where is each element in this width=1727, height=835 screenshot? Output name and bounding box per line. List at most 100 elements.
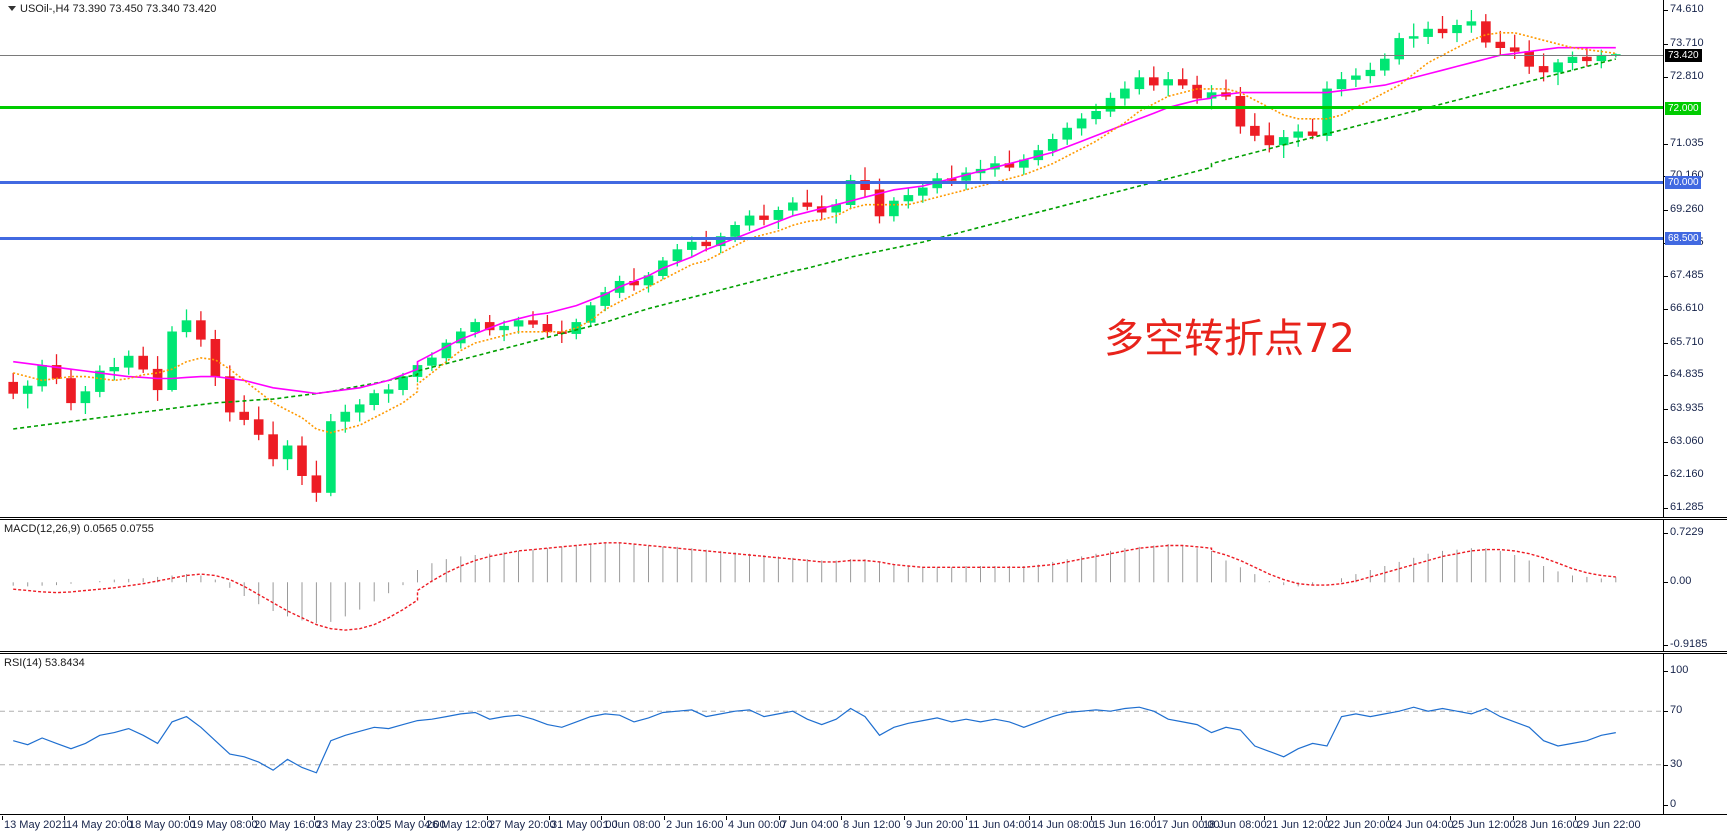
macd-axis-tick: [1664, 533, 1668, 534]
macd-series-svg: [12, 542, 1617, 631]
time-axis-tick: [1091, 816, 1092, 820]
time-axis-label: 18 Jun 08:00: [1203, 819, 1267, 831]
time-axis-label: 29 Jun 22:00: [1577, 819, 1641, 831]
time-axis-tick: [664, 816, 665, 820]
time-axis-tick: [1029, 816, 1030, 820]
time-axis-label: 7 Jun 04:00: [781, 819, 839, 831]
time-axis-tick: [1513, 816, 1514, 820]
time-axis-tick: [549, 816, 550, 820]
time-axis-label: 18 May 00:00: [129, 819, 196, 831]
time-axis-tick: [127, 816, 128, 820]
time-axis-label: 24 Jun 04:00: [1390, 819, 1454, 831]
rsi-axis-tick: [1664, 671, 1668, 672]
rsi-axis-tick: [1664, 711, 1668, 713]
price-axis-tick: [1664, 508, 1668, 509]
rsi-panel-bottom-border: [0, 814, 1727, 815]
price-axis-tick: [1664, 276, 1668, 278]
price-axis-tick: [1664, 43, 1668, 45]
macd-indicator-panel[interactable]: MACD(12,26,9) 0.0565 0.0755 0.7229 0.00 -0…: [0, 519, 1727, 652]
macd-axis[interactable]: 0.7229 0.00 -0.9185: [1663, 519, 1727, 652]
price-axis-tick: [1664, 10, 1668, 11]
time-axis-tick: [726, 816, 727, 820]
price-axis-tick: [1664, 176, 1668, 178]
time-axis-label: 23 May 23:00: [316, 819, 383, 831]
time-axis-tick: [487, 816, 488, 820]
rsi-panel-top-border: [0, 653, 1727, 654]
time-axis-label: 13 May 2021: [4, 819, 68, 831]
rsi-indicator-panel[interactable]: RSI(14) 53.8434 100 70 30 0: [0, 653, 1727, 815]
price-axis-label: 71.035: [1670, 136, 1704, 149]
time-axis-tick: [1575, 816, 1576, 820]
time-axis-tick: [2, 816, 3, 820]
rsi-plot-area[interactable]: [0, 653, 1663, 815]
price-candlestick-svg: [8, 10, 1621, 502]
rsi-axis[interactable]: 100 70 30 0: [1663, 653, 1727, 815]
price-axis-tick: [1664, 441, 1668, 443]
time-axis-label: 21 Jun 12:00: [1266, 819, 1330, 831]
time-axis-label: 17 Jun 00:00: [1156, 819, 1220, 831]
price-axis[interactable]: 74.610 73.710 72.810 71.035 70.160 69.260 68.3…: [1663, 0, 1727, 518]
time-axis-label: 27 May 20:00: [489, 819, 556, 831]
price-axis-label: 66.610: [1670, 302, 1704, 314]
macd-axis-tick: [1664, 582, 1668, 584]
price-axis-tick: [1664, 475, 1668, 477]
price-axis-label: 64.835: [1670, 368, 1704, 381]
time-axis-label: 26 May 12:00: [426, 819, 493, 831]
time-axis-label: 20 May 16:00: [254, 819, 321, 831]
macd-axis-label: -0.9185: [1670, 638, 1708, 650]
rsi-axis-tick: [1664, 805, 1668, 806]
rsi-axis-tick: [1664, 764, 1668, 766]
time-axis-label: 25 Jun 12:00: [1452, 819, 1516, 831]
macd-axis-tick: [1664, 645, 1668, 646]
time-axis-label: 8 Jun 12:00: [843, 819, 901, 831]
time-axis-tick: [189, 816, 190, 820]
price-panel-bottom-border: [0, 517, 1727, 518]
time-axis-tick: [314, 816, 315, 820]
rsi-label: RSI(14) 53.8434: [4, 657, 85, 669]
macd-label: MACD(12,26,9) 0.0565 0.0755: [4, 523, 154, 535]
macd-plot-area[interactable]: [0, 519, 1663, 652]
price-axis-tick: [1664, 242, 1668, 244]
symbol-header-label: USOil-,H4 73.390 73.450 73.340 73.420: [20, 3, 217, 15]
price-axis-label: 69.260: [1670, 202, 1704, 215]
time-axis-tick: [966, 816, 967, 820]
time-axis-tick: [252, 816, 253, 820]
time-axis-label: 22 Jun 20:00: [1328, 819, 1392, 831]
price-axis-tick: [1664, 342, 1668, 344]
time-axis-label: 28 Jun 16:00: [1515, 819, 1579, 831]
price-axis-tick: [1664, 375, 1668, 377]
time-axis-tick: [1264, 816, 1265, 820]
price-axis-label: 62.160: [1670, 468, 1704, 481]
rsi-axis-label: 100: [1670, 664, 1689, 676]
price-axis-label: 70.160: [1670, 169, 1704, 182]
time-axis-label: 9 Jun 20:00: [906, 819, 964, 831]
macd-panel-top-border: [0, 519, 1727, 520]
price-axis-label: 61.285: [1670, 501, 1704, 513]
time-axis-label: 4 Jun 00:00: [728, 819, 786, 831]
price-axis-label: 68.385: [1670, 235, 1704, 248]
time-axis-label: 14 Jun 08:00: [1031, 819, 1095, 831]
time-axis-label: 19 May 08:00: [191, 819, 258, 831]
time-axis-label: 25 May 04:00: [379, 819, 446, 831]
rsi-axis-label: 70: [1670, 704, 1683, 717]
price-axis-tick: [1664, 409, 1668, 410]
price-axis-tick: [1664, 309, 1668, 310]
price-axis-label: 67.485: [1670, 269, 1704, 282]
rsi-axis-label: 0: [1670, 798, 1677, 810]
time-axis[interactable]: 13 May 2021 14 May 20:00 18 May 00:00 19 Ma…: [0, 816, 1663, 835]
time-axis-tick: [1388, 816, 1389, 820]
time-axis-tick: [1201, 816, 1202, 820]
price-axis-label: 63.935: [1670, 402, 1704, 414]
time-axis-tick: [424, 816, 425, 820]
chevron-down-icon[interactable]: [8, 6, 16, 11]
time-axis-label: 15 Jun 16:00: [1093, 819, 1157, 831]
time-axis-tick: [904, 816, 905, 820]
price-plot-area[interactable]: [0, 0, 1663, 518]
time-axis-tick: [601, 816, 602, 820]
time-axis-tick: [1326, 816, 1327, 820]
price-chart-panel[interactable]: USOil-,H4 73.390 73.450 73.340 73.420 74…: [0, 0, 1727, 518]
time-axis-tick: [1154, 816, 1155, 820]
time-axis-tick: [1450, 816, 1451, 820]
price-axis-tick: [1664, 77, 1668, 79]
